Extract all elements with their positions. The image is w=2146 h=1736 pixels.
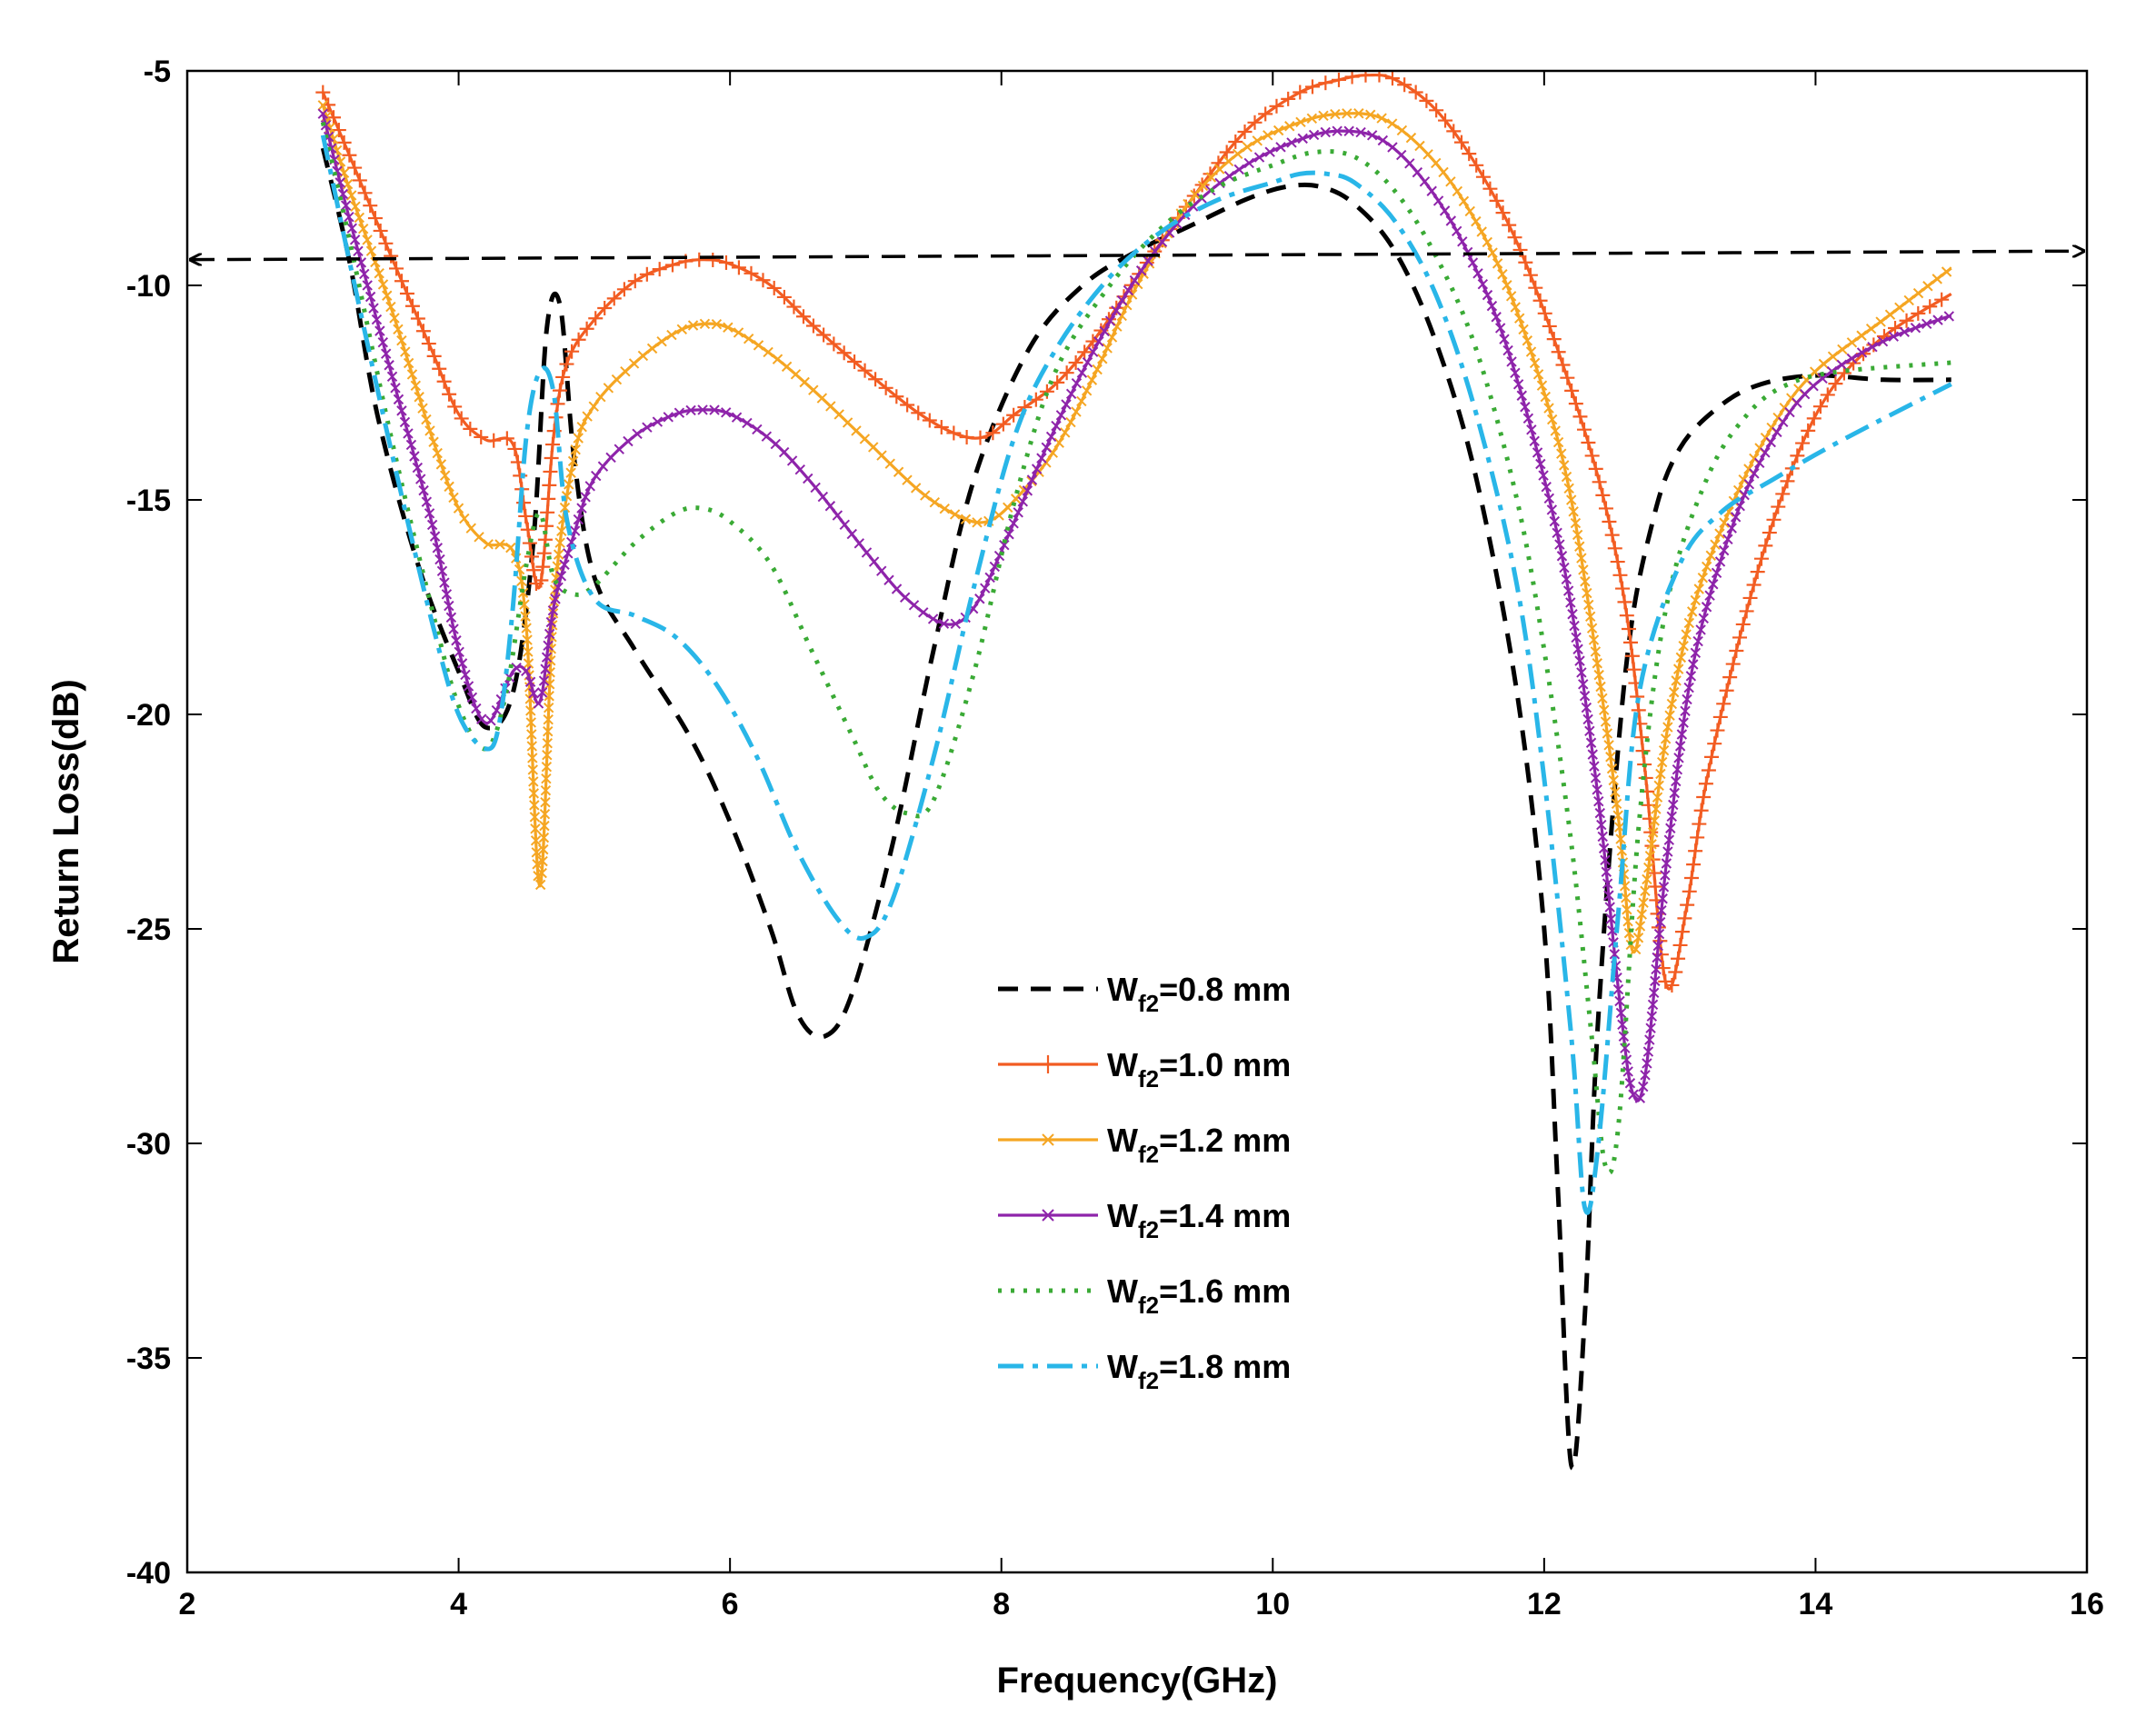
x-tick-label: 4: [450, 1587, 467, 1621]
legend-label-main: W: [1107, 971, 1138, 1008]
x-tick-label: 14: [1799, 1587, 1833, 1621]
plot-background: [187, 71, 2087, 1572]
plot-frame: [185, 69, 2089, 1574]
reference-line-group: [191, 251, 2083, 259]
legend-swatch-marker: [1042, 1133, 1054, 1146]
legend-label: Wf2=1.6 mm: [1107, 1272, 1291, 1319]
legend-label: Wf2=1.0 mm: [1107, 1046, 1291, 1092]
y-tick-label: -40: [126, 1556, 171, 1591]
y-tick-label: -5: [144, 55, 171, 89]
legend-item: Wf2=1.0 mm: [998, 1046, 1291, 1092]
legend-label: Wf2=1.8 mm: [1107, 1348, 1291, 1394]
legend-item: Wf2=1.8 mm: [998, 1348, 1291, 1394]
legend-label-main: W: [1107, 1348, 1138, 1385]
legend-item: Wf2=0.8 mm: [998, 971, 1291, 1017]
legend-label-main: W: [1107, 1046, 1138, 1083]
legend-swatch-marker: [1039, 1055, 1057, 1073]
legend-label: Wf2=1.2 mm: [1107, 1122, 1291, 1168]
legend-label-suffix: =1.0 mm: [1159, 1046, 1291, 1083]
series-line-2: [321, 105, 1952, 954]
legend-label-suffix: =1.8 mm: [1159, 1348, 1291, 1385]
legend-label: Wf2=0.8 mm: [1107, 971, 1291, 1017]
reference-double-arrow: [191, 251, 2083, 259]
legend-label: Wf2=1.4 mm: [1107, 1197, 1291, 1243]
y-tick-label: -20: [126, 698, 171, 733]
legend-label-suffix: =0.8 mm: [1159, 971, 1291, 1008]
legend-item: Wf2=1.6 mm: [998, 1272, 1291, 1319]
legend-label-main: W: [1107, 1272, 1138, 1310]
y-tick-label: -35: [126, 1342, 171, 1376]
x-tick-label: 10: [1255, 1587, 1290, 1621]
legend-label-sub: f2: [1138, 1141, 1159, 1168]
legend-label-main: W: [1107, 1197, 1138, 1234]
tick-labels: 2 4 6 8 10 12 14 16 -5 -10 -15 -20 -25 -30 -35 -40: [126, 55, 2104, 1621]
y-tick-label: -25: [126, 913, 171, 947]
x-tick-label: 2: [179, 1587, 196, 1621]
legend-label-main: W: [1107, 1122, 1138, 1159]
legend-label-suffix: =1.6 mm: [1159, 1272, 1291, 1310]
legend-item: Wf2=1.4 mm: [998, 1197, 1291, 1243]
x-tick-label: 12: [1527, 1587, 1562, 1621]
legend-label-sub: f2: [1138, 990, 1159, 1017]
legend-label-sub: f2: [1138, 1367, 1159, 1394]
y-tick-label: -10: [126, 269, 171, 304]
x-tick-label: 8: [993, 1587, 1010, 1621]
x-axis-title: Frequency(GHz): [997, 1661, 1278, 1701]
legend-label-suffix: =1.2 mm: [1159, 1122, 1291, 1159]
legend-item: Wf2=1.2 mm: [998, 1122, 1291, 1168]
legend-label-sub: f2: [1138, 1292, 1159, 1319]
legend-label-sub: f2: [1138, 1216, 1159, 1243]
x-tick-label: 16: [2070, 1587, 2104, 1621]
x-tick-label: 6: [722, 1587, 739, 1621]
y-axis-title: Return Loss(dB): [46, 679, 86, 963]
series-line-4: [320, 122, 1951, 1175]
series-line-0: [320, 147, 1951, 1471]
legend-label-suffix: =1.4 mm: [1159, 1197, 1291, 1234]
y-tick-label: -15: [126, 484, 171, 518]
y-tick-label: -30: [126, 1127, 171, 1162]
legend-label-sub: f2: [1138, 1065, 1159, 1092]
legend-swatch-marker: [1042, 1209, 1054, 1222]
